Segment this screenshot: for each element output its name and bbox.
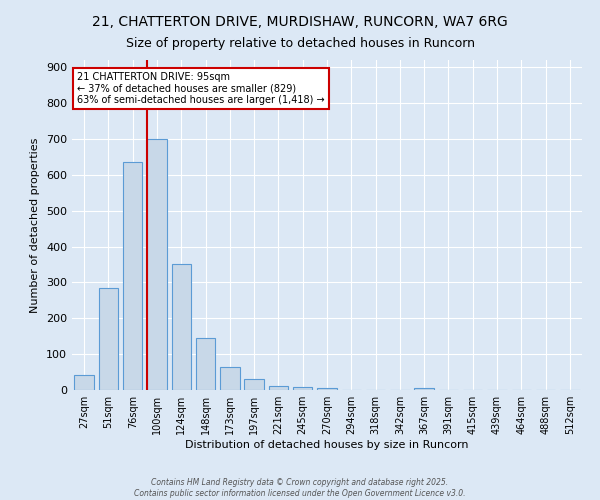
X-axis label: Distribution of detached houses by size in Runcorn: Distribution of detached houses by size … (185, 440, 469, 450)
Bar (293, 387, 313, 390)
Bar (244, 379, 264, 390)
Bar (74, 375, 94, 390)
Bar (220, 366, 239, 390)
Bar (123, 162, 142, 390)
Bar (317, 388, 337, 390)
Bar (99, 288, 118, 390)
Bar (196, 338, 215, 390)
Bar (172, 264, 191, 390)
Y-axis label: Number of detached properties: Number of detached properties (31, 138, 40, 312)
Text: 21 CHATTERTON DRIVE: 95sqm
← 37% of detached houses are smaller (829)
63% of sem: 21 CHATTERTON DRIVE: 95sqm ← 37% of deta… (77, 72, 325, 105)
Text: 21, CHATTERTON DRIVE, MURDISHAW, RUNCORN, WA7 6RG: 21, CHATTERTON DRIVE, MURDISHAW, RUNCORN… (92, 15, 508, 29)
Bar (147, 139, 167, 390)
Bar (415, 388, 434, 390)
Text: Size of property relative to detached houses in Runcorn: Size of property relative to detached ho… (125, 38, 475, 51)
Bar (269, 386, 288, 390)
Text: Contains HM Land Registry data © Crown copyright and database right 2025.
Contai: Contains HM Land Registry data © Crown c… (134, 478, 466, 498)
